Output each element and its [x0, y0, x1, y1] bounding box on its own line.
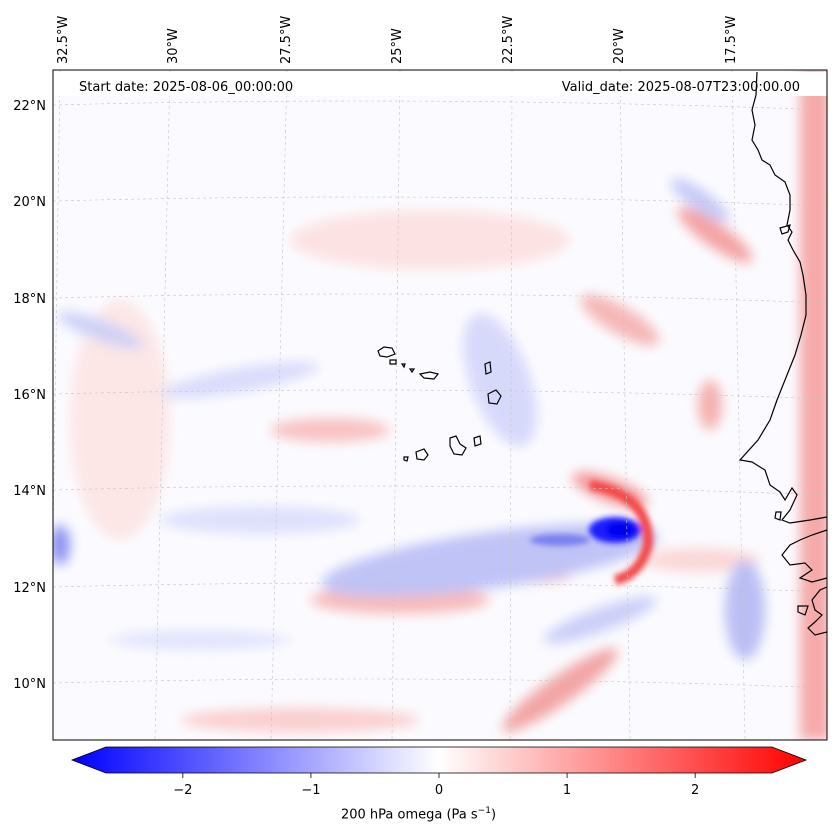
lat-label: 16°N — [13, 388, 46, 403]
lat-label: 12°N — [13, 581, 46, 596]
start-date-label: Start date: 2025-08-06_00:00:00 — [79, 80, 293, 95]
lon-label: 20°W — [612, 28, 627, 64]
colorbar-ticks: −2 −1 0 1 2 — [173, 773, 699, 798]
colorbar: −2 −1 0 1 2 — [70, 746, 808, 798]
lat-label: 20°N — [13, 195, 46, 210]
lat-label: 10°N — [13, 677, 46, 692]
latitude-labels: 22°N 20°N 18°N 16°N 14°N 12°N 10°N — [13, 99, 46, 692]
graticule — [53, 70, 827, 740]
header-band — [53, 72, 827, 96]
lon-label: 30°W — [166, 28, 181, 64]
lon-label: 32.5°W — [56, 16, 71, 64]
lat-label: 18°N — [13, 292, 46, 307]
colorbar-tick-label: −2 — [173, 783, 192, 798]
lon-label: 27.5°W — [279, 16, 294, 64]
map-frame — [52, 69, 828, 741]
longitude-labels: 32.5°W 30°W 27.5°W 25°W 22.5°W 20°W 17.5… — [56, 16, 739, 64]
lon-label: 17.5°W — [724, 16, 739, 64]
lon-label: 22.5°W — [501, 16, 516, 64]
colorbar-tick-label: 2 — [691, 783, 699, 798]
colorbar-tick-label: −1 — [301, 783, 320, 798]
omega-field — [53, 70, 827, 740]
colorbar-tick-label: 0 — [435, 783, 443, 798]
valid-date-label: Valid_date: 2025-08-07T23:00:00.00 — [562, 80, 800, 95]
coastline — [377, 71, 827, 636]
lat-label: 22°N — [13, 99, 46, 114]
lat-label: 14°N — [13, 484, 46, 499]
lon-label: 25°W — [390, 28, 405, 64]
colorbar-label: 200 hPa omega (Pa s−1) — [340, 806, 497, 823]
colorbar-tick-label: 1 — [563, 783, 571, 798]
colorbar-body — [70, 746, 808, 774]
